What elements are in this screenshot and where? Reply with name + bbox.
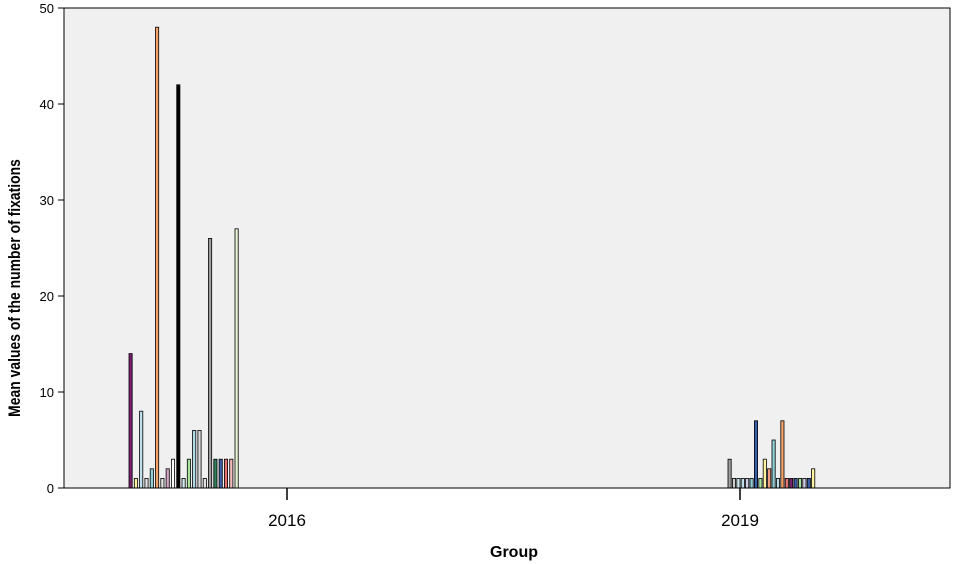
- bar-2019-10: [767, 468, 772, 489]
- y-tick-label: 20: [40, 289, 54, 304]
- bar-layer: [128, 26, 816, 489]
- bar-2016-7: [160, 477, 165, 489]
- plot-area: [64, 8, 950, 488]
- y-tick-label: 10: [40, 385, 54, 400]
- bar-2016-9: [170, 458, 175, 489]
- x-tick-label: 2019: [721, 511, 759, 530]
- y-tick-label: 50: [40, 1, 54, 16]
- bar-2016-18: [218, 458, 223, 489]
- bar-2016-14: [197, 429, 202, 489]
- y-tick-label: 0: [47, 481, 54, 496]
- bar-2019-7: [754, 420, 759, 489]
- bar-2016-16: [208, 237, 213, 489]
- bar-2019-6: [749, 477, 754, 489]
- bar-2019-14: [784, 477, 789, 489]
- bar-2016-6: [155, 26, 160, 489]
- y-axis-title: Mean values of the number of fixations: [6, 159, 25, 417]
- bar-2016-1: [128, 353, 133, 489]
- bar-2019-13: [780, 420, 785, 489]
- bar-2019-4: [740, 477, 745, 489]
- bar-2016-2: [133, 477, 138, 489]
- bar-2016-10: [176, 84, 181, 489]
- bar-2019-17: [798, 477, 803, 489]
- bar-2019-16: [793, 477, 798, 489]
- bar-2019-19: [806, 477, 811, 489]
- bar-2016-5: [149, 468, 154, 489]
- bar-2019-9: [762, 458, 767, 489]
- y-tick-label: 30: [40, 193, 54, 208]
- bar-2016-8: [165, 468, 170, 489]
- bar-2016-12: [186, 458, 191, 489]
- x-axis: 2016 2019: [268, 488, 759, 530]
- bar-2019-3: [736, 477, 741, 489]
- bar-2019-20: [811, 468, 816, 489]
- bar-2016-20: [229, 458, 234, 489]
- bar-2016-15: [202, 477, 207, 489]
- bar-2019-2: [732, 477, 737, 489]
- x-axis-title: Group: [490, 544, 538, 561]
- bar-2019-1: [727, 458, 732, 489]
- bar-2019-15: [789, 477, 794, 489]
- bar-2016-3: [139, 410, 144, 489]
- bar-2016-19: [223, 458, 228, 489]
- bar-2019-18: [802, 477, 807, 489]
- bar-2016-21: [234, 228, 239, 489]
- bar-2019-12: [776, 477, 781, 489]
- bar-2016-11: [181, 477, 186, 489]
- bar-2016-13: [192, 429, 197, 489]
- plot-frame: [63, 7, 951, 489]
- y-tick-label: 40: [40, 97, 54, 112]
- bar-2019-11: [771, 439, 776, 489]
- x-tick-label: 2016: [268, 511, 306, 530]
- y-axis: 0 10 20 30 40 50: [40, 1, 64, 496]
- bar-2016-17: [213, 458, 218, 489]
- bar-2019-5: [745, 477, 750, 489]
- bar-2019-8: [758, 477, 763, 489]
- bar-2016-4: [144, 477, 149, 489]
